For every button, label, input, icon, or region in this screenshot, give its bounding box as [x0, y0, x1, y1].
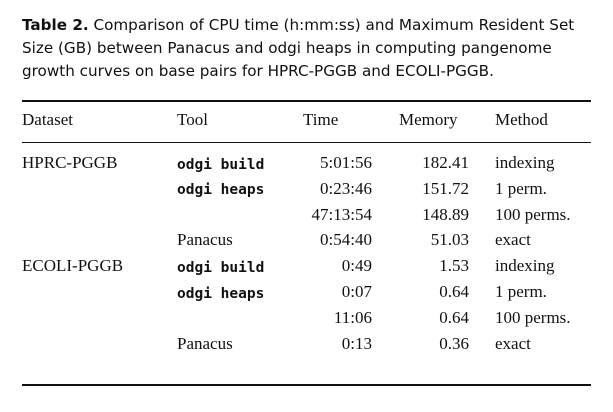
- cell-method: 100 perms.: [495, 307, 571, 327]
- cell-method: 1 perm.: [495, 282, 547, 301]
- header-rule: [22, 142, 591, 143]
- cell-memory: 148.89: [422, 204, 469, 224]
- cell-time: 0:07: [341, 282, 372, 301]
- cell-time: 0:13: [341, 333, 372, 353]
- cell-method: 1 perm.: [495, 178, 547, 198]
- header-time: Time: [303, 110, 339, 129]
- cell-tool: Panacus: [177, 333, 233, 353]
- header-dataset: Dataset: [22, 110, 73, 129]
- cell-time: 0:49: [341, 256, 372, 276]
- header-tool: Tool: [177, 110, 208, 129]
- cell-dataset: ECOLI-PGGB: [22, 256, 124, 276]
- header-memory: Memory: [399, 110, 458, 129]
- cell-time: 47:13:54: [311, 204, 372, 224]
- cell-method: exact: [495, 230, 531, 250]
- table-bottom-rule: [22, 384, 591, 386]
- cell-memory: 0.36: [439, 333, 469, 353]
- cell-tool: Panacus: [177, 230, 233, 250]
- cell-memory: 0.64: [439, 307, 469, 327]
- cell-memory: 182.41: [422, 153, 469, 172]
- caption-label: Table 2.: [22, 16, 89, 34]
- cell-method: indexing: [495, 256, 555, 276]
- cell-method: exact: [495, 333, 531, 353]
- cell-method: indexing: [495, 153, 555, 172]
- table-caption: Table 2. Comparison of CPU time (h:mm:ss…: [22, 14, 597, 83]
- cell-memory: 1.53: [439, 256, 469, 276]
- cell-tool: odgi heaps: [177, 285, 265, 302]
- cell-tool: odgi build: [177, 156, 265, 173]
- cell-method: 100 perms.: [495, 204, 571, 224]
- cell-memory: 51.03: [430, 230, 469, 250]
- cell-time: 0:23:46: [320, 178, 372, 198]
- cell-memory: 0.64: [439, 282, 469, 301]
- cell-time: 0:54:40: [320, 230, 372, 250]
- cell-time: 11:06: [333, 307, 372, 327]
- header-method: Method: [495, 110, 548, 129]
- cell-time: 5:01:56: [320, 153, 372, 172]
- cell-tool: odgi build: [177, 259, 265, 276]
- cell-memory: 151.72: [422, 178, 469, 198]
- cell-dataset: HPRC-PGGB: [22, 153, 118, 172]
- table-top-rule: [22, 100, 591, 102]
- caption-text: Comparison of CPU time (h:mm:ss) and Max…: [22, 16, 575, 80]
- cell-tool: odgi heaps: [177, 182, 265, 199]
